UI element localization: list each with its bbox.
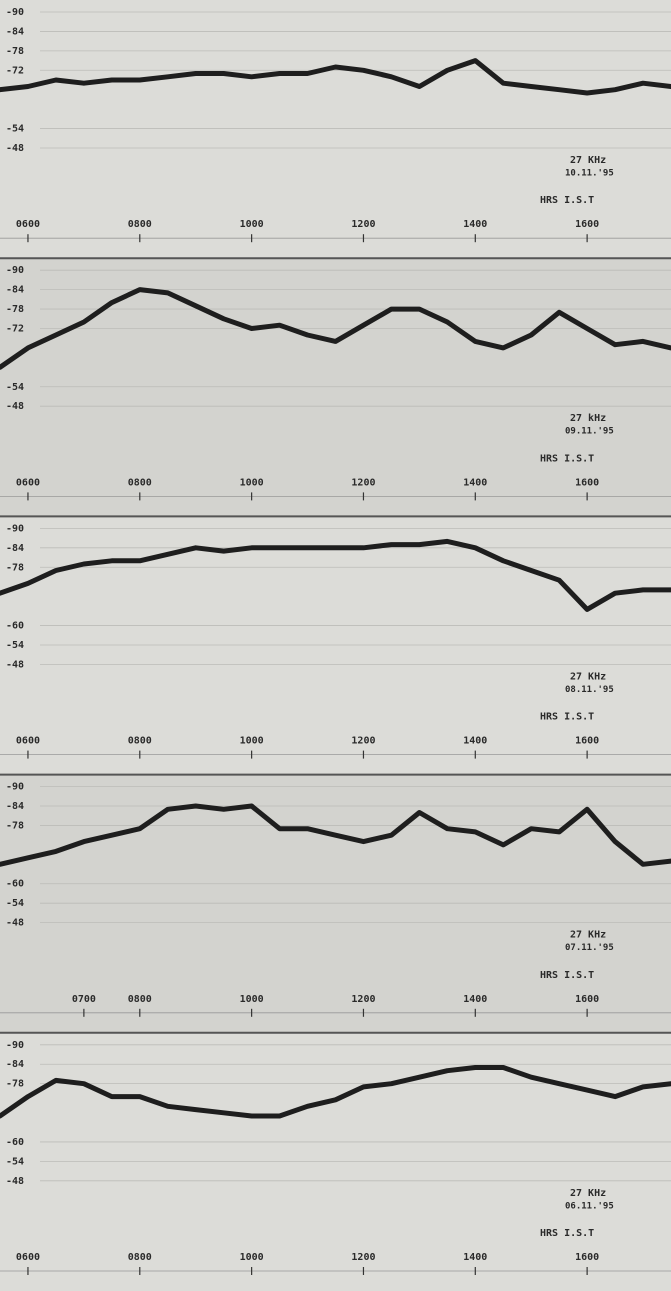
x-tick-label: 1000 — [240, 1252, 264, 1263]
annotation: 27 kHz — [570, 413, 606, 424]
trace — [0, 1065, 671, 1119]
y-tick-label: -48 — [6, 918, 24, 929]
x-tick-label: 0800 — [128, 1252, 152, 1263]
x-tick-label: 1200 — [351, 219, 375, 230]
panel — [0, 1032, 671, 1291]
trace — [0, 538, 671, 612]
y-tick-label: -78 — [6, 1079, 24, 1090]
x-tick-label: 1000 — [240, 736, 264, 747]
x-tick-label: 0700 — [72, 994, 96, 1005]
x-tick-label: 1200 — [351, 736, 375, 747]
y-tick-label: -84 — [6, 26, 24, 37]
date-label: 08.11.'95 — [565, 685, 614, 695]
y-tick-label: -54 — [6, 898, 24, 909]
x-axis-label: HRS I.S.T — [540, 712, 594, 723]
x-tick-label: 1400 — [463, 994, 487, 1005]
panel — [0, 774, 671, 1033]
y-tick-label: -84 — [6, 1059, 24, 1070]
y-tick-label: -54 — [6, 382, 24, 393]
x-axis-label: HRS I.S.T — [540, 1228, 594, 1239]
y-tick-label: -60 — [6, 879, 24, 890]
y-tick-label: -48 — [6, 143, 24, 154]
annotation: 27 KHz — [570, 671, 606, 682]
x-tick-label: 1600 — [575, 994, 599, 1005]
x-tick-label: 0600 — [16, 219, 40, 230]
x-tick-label: 0600 — [16, 1252, 40, 1263]
x-tick-label: 1600 — [575, 477, 599, 488]
panel — [0, 258, 671, 517]
y-tick-label: -48 — [6, 659, 24, 670]
y-tick-label: -84 — [6, 801, 24, 812]
x-axis-label: HRS I.S.T — [540, 970, 594, 981]
x-tick-label: 1600 — [575, 1252, 599, 1263]
x-tick-label: 1400 — [463, 219, 487, 230]
y-tick-label: -78 — [6, 820, 24, 831]
y-tick-label: -60 — [6, 1137, 24, 1148]
y-tick-label: -72 — [6, 65, 24, 76]
y-tick-label: -84 — [6, 285, 24, 296]
x-tick-label: 0800 — [128, 994, 152, 1005]
y-tick-label: -48 — [6, 1176, 24, 1187]
y-tick-label: -84 — [6, 543, 24, 554]
y-tick-label: -48 — [6, 401, 24, 412]
x-axis-label: HRS I.S.T — [540, 195, 594, 206]
y-tick-label: -90 — [6, 7, 24, 18]
x-tick-label: 0800 — [128, 736, 152, 747]
date-label: 10.11.'95 — [565, 169, 614, 179]
y-tick-label: -54 — [6, 124, 24, 135]
annotation: 27 KHz — [570, 1188, 606, 1199]
x-axis-label: HRS I.S.T — [540, 453, 594, 464]
x-tick-label: 1200 — [351, 994, 375, 1005]
x-tick-label: 0800 — [128, 477, 152, 488]
x-tick-label: 1000 — [240, 219, 264, 230]
annotation: 27 KHz — [570, 155, 606, 166]
x-tick-label: 1000 — [240, 994, 264, 1005]
x-tick-label: 1400 — [463, 477, 487, 488]
date-label: 09.11.'95 — [565, 427, 614, 437]
x-tick-label: 1400 — [463, 1252, 487, 1263]
y-tick-label: -78 — [6, 562, 24, 573]
panel — [0, 516, 671, 775]
x-tick-label: 1200 — [351, 477, 375, 488]
y-tick-label: -90 — [6, 523, 24, 534]
x-tick-label: 1400 — [463, 736, 487, 747]
annotation: 27 KHz — [570, 930, 606, 941]
y-tick-label: -72 — [6, 323, 24, 334]
trace — [0, 803, 671, 867]
x-tick-label: 1200 — [351, 1252, 375, 1263]
y-tick-label: -90 — [6, 265, 24, 276]
x-tick-label: 1600 — [575, 219, 599, 230]
date-label: 07.11.'95 — [565, 943, 614, 953]
y-tick-label: -78 — [6, 46, 24, 57]
y-tick-label: -60 — [6, 621, 24, 632]
y-tick-label: -54 — [6, 640, 24, 651]
date-label: 06.11.'95 — [565, 1201, 614, 1211]
x-tick-label: 1000 — [240, 477, 264, 488]
x-tick-label: 1600 — [575, 736, 599, 747]
x-tick-label: 0600 — [16, 736, 40, 747]
trace — [0, 287, 671, 370]
y-tick-label: -78 — [6, 304, 24, 315]
panel — [0, 0, 671, 259]
y-tick-label: -90 — [6, 782, 24, 793]
trace — [0, 58, 671, 96]
x-tick-label: 0600 — [16, 477, 40, 488]
y-tick-label: -90 — [6, 1040, 24, 1051]
y-tick-label: -54 — [6, 1156, 24, 1167]
x-tick-label: 0800 — [128, 219, 152, 230]
